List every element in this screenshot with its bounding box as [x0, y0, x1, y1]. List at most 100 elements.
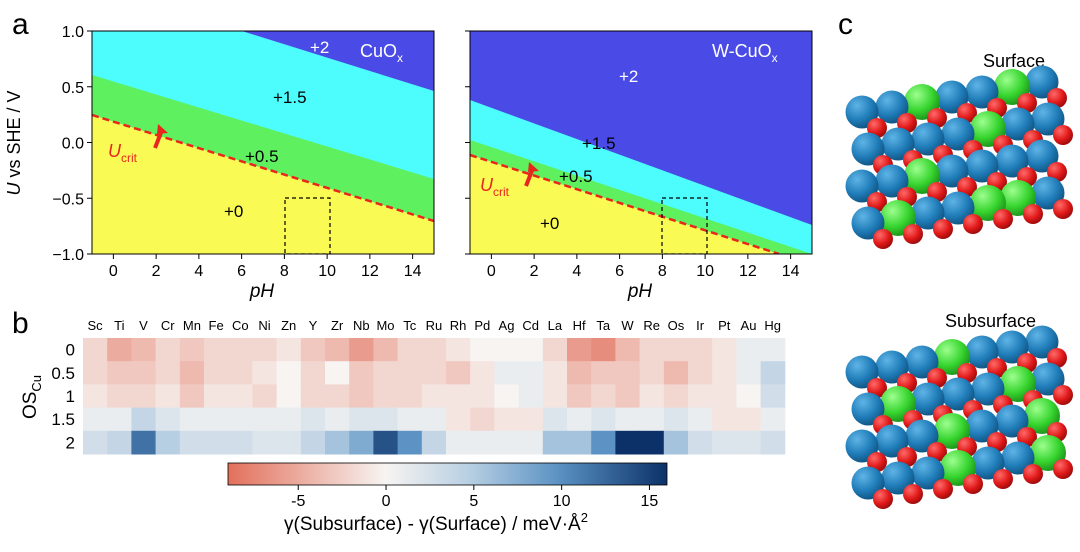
heatmap-cell: [542, 384, 568, 409]
heatmap-cell: [518, 407, 544, 432]
region-label-plus0.5-left: +0.5: [245, 147, 279, 166]
heatmap-cell: [228, 430, 253, 455]
blue-atom: [941, 117, 975, 151]
heatmap-cell: [542, 407, 568, 432]
x-tick-label: 4: [572, 263, 581, 280]
heatmap-cell: [131, 338, 157, 362]
blue-atom: [851, 392, 885, 426]
heatmap-cell: [542, 338, 568, 362]
heatmap-cell: [591, 407, 616, 432]
heatmap-cell: [83, 430, 108, 455]
heatmap-column-label: Cd: [522, 318, 539, 333]
x-tick-label: 8: [658, 263, 667, 280]
heatmap-column-label: Hf: [573, 318, 586, 333]
x-tick-label: 6: [615, 263, 624, 280]
blue-atom: [875, 350, 909, 384]
heatmap-column-label: Ti: [114, 318, 124, 333]
red-atom: [873, 489, 893, 509]
heatmap-cell: [639, 407, 665, 432]
heatmap-cell: [204, 361, 229, 385]
blue-atom: [935, 154, 969, 188]
region-label-plus1.5-right: +1.5: [582, 134, 616, 153]
heatmap-cell: [470, 430, 495, 455]
heatmap-cell: [639, 384, 665, 409]
heatmap-column-label: Pt: [718, 318, 731, 333]
heatmap-cell: [494, 338, 520, 362]
heatmap-cell: [470, 407, 495, 432]
blue-atom: [935, 80, 969, 114]
heatmap-cell: [591, 384, 616, 409]
x-tick-label: 12: [361, 263, 379, 280]
blue-atom: [941, 191, 975, 225]
axes-ticks: 0 2 4 6 8 10 12 14 1.0 0.5 0.0 −0.5 −1.0 0 2 4 6 8 10 12 14: [52, 24, 799, 280]
heatmap-cell: [325, 338, 350, 362]
ucrit-label-left: Ucrit: [108, 141, 138, 165]
heatmap-cell: [252, 361, 278, 385]
heatmap-column-label: Mn: [183, 318, 201, 333]
heatmap-cell: [373, 430, 399, 455]
heatmap-cell: [639, 338, 665, 362]
heatmap-column-label: Nb: [353, 318, 370, 333]
heatmap-cell: [567, 361, 592, 385]
heatmap-cell: [300, 430, 326, 455]
heatmap-column-label: V: [139, 318, 148, 333]
heatmap-cell: [155, 407, 181, 432]
panel-c-letter: c: [838, 8, 853, 41]
heatmap-cell: [615, 338, 641, 362]
region-label-plus0-left: +0: [224, 202, 243, 221]
heatmap-cell: [325, 361, 350, 385]
heatmap-cell: [155, 361, 181, 385]
heatmap-cell: [591, 338, 616, 362]
region-label-plus2-left: +2: [310, 38, 329, 57]
blue-atom: [911, 196, 945, 230]
heatmap-cell: [349, 338, 374, 362]
x-tick-label: 12: [739, 263, 757, 280]
blue-atom: [965, 75, 999, 109]
highlight-box-right: [661, 197, 708, 254]
heatmap-cell: [760, 338, 786, 362]
heatmap-cell: [736, 384, 762, 409]
heatmap-cell: [155, 338, 181, 362]
heatmap-column-label: Ta: [596, 318, 611, 333]
heatmap-cell: [349, 430, 374, 455]
blue-atom: [845, 355, 879, 389]
blue-atom: [875, 424, 909, 458]
heatmap-cell: [276, 384, 302, 409]
region-plus0-fill: [92, 115, 434, 254]
heatmap-cell: [83, 338, 108, 362]
subsurface-structure-model: [845, 325, 1073, 509]
heatmap-cell: [300, 361, 326, 385]
red-atom: [963, 214, 983, 234]
blue-atom: [1001, 107, 1035, 141]
heatmap-cell: [518, 361, 544, 385]
blue-atom: [1031, 102, 1065, 136]
heatmap-cell: [446, 407, 471, 432]
ucrit-label-right: Ucrit: [480, 175, 510, 199]
heatmap-cell: [760, 430, 786, 455]
heatmap-cell: [421, 430, 447, 455]
blue-atom: [845, 429, 879, 463]
red-atom: [993, 469, 1013, 489]
blue-atom: [1031, 176, 1065, 210]
arrow-up-icon-right: [524, 162, 539, 187]
heatmap-column-label: Au: [741, 318, 757, 333]
blue-atom: [911, 122, 945, 156]
heatmap-cell: [591, 430, 616, 455]
heatmap-cell: [397, 384, 423, 409]
heatmap-cell: [107, 430, 132, 455]
blue-atom: [905, 345, 939, 379]
heatmap-cell: [760, 384, 786, 409]
blue-atom: [965, 149, 999, 183]
heatmap-cell: [300, 338, 326, 362]
heatmap-cell: [276, 361, 302, 385]
heatmap-cell: [349, 361, 374, 385]
heatmap-cell: [252, 338, 278, 362]
heatmap-cell: [107, 338, 132, 362]
blue-atom: [965, 335, 999, 369]
heatmap-cell: [300, 407, 326, 432]
heatmap-cell: [276, 338, 302, 362]
colorbar: [228, 463, 667, 485]
heatmap-cell: [567, 407, 592, 432]
region-label-plus0-right: +0: [540, 214, 559, 233]
ucrit-line-right: [470, 153, 780, 254]
